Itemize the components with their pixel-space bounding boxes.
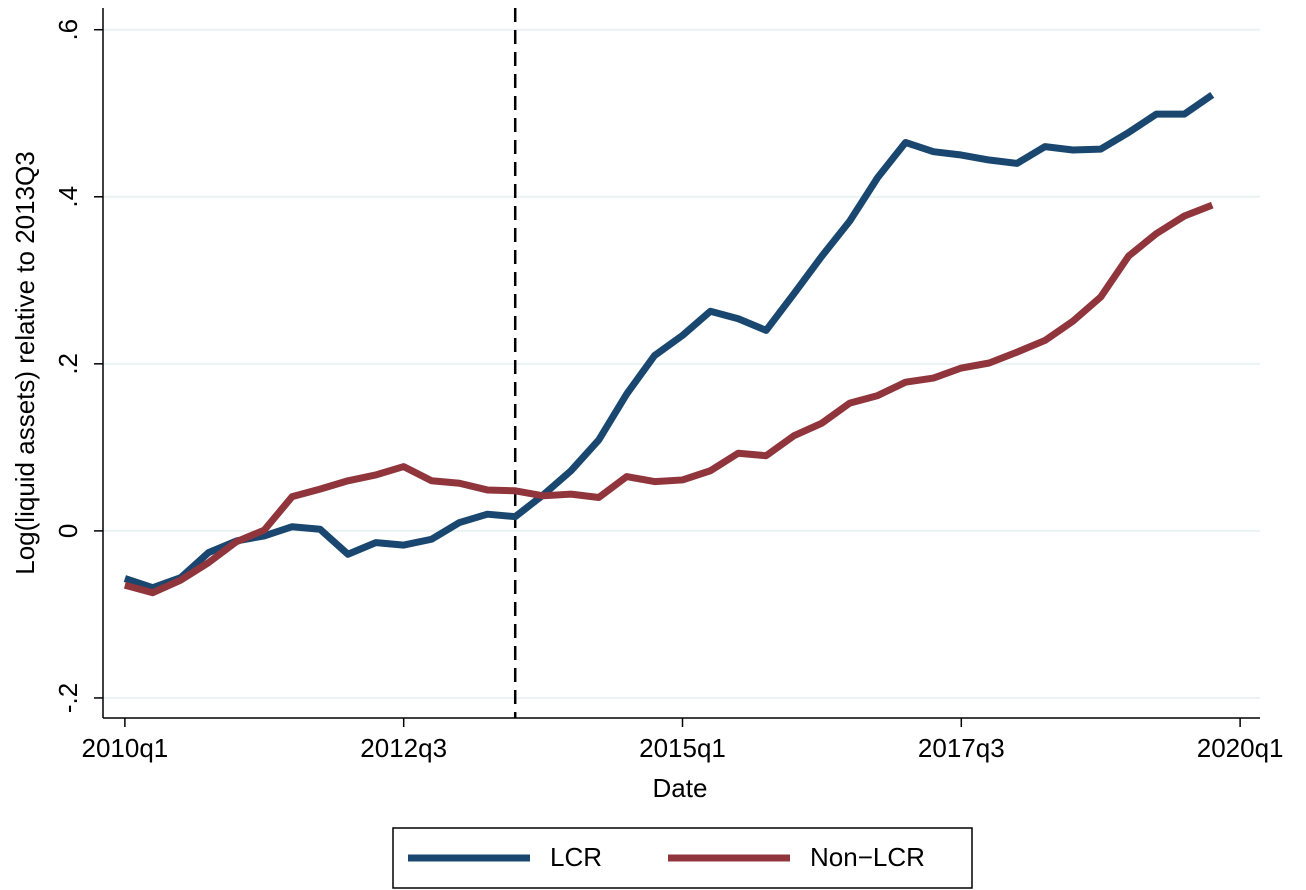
legend-label: Non−LCR <box>810 842 925 872</box>
legend-label: LCR <box>550 842 602 872</box>
x-tick-label: 2017q3 <box>918 733 1005 763</box>
y-tick-label: .4 <box>53 186 83 208</box>
y-tick-label: .6 <box>53 19 83 41</box>
x-tick-label: 2015q1 <box>639 733 726 763</box>
y-tick-label: .2 <box>53 353 83 375</box>
series-line <box>123 91 1215 592</box>
y-tick-label: -.2 <box>53 683 83 713</box>
x-tick-label: 2012q3 <box>360 733 447 763</box>
x-tick-label: 2010q1 <box>81 733 168 763</box>
x-tick-label: 2020q1 <box>1197 733 1284 763</box>
series-line <box>123 201 1214 597</box>
y-tick-label: 0 <box>53 524 83 538</box>
x-axis-title: Date <box>653 773 708 803</box>
y-axis-title: Log(liquid assets) relative to 2013Q3 <box>10 151 40 574</box>
